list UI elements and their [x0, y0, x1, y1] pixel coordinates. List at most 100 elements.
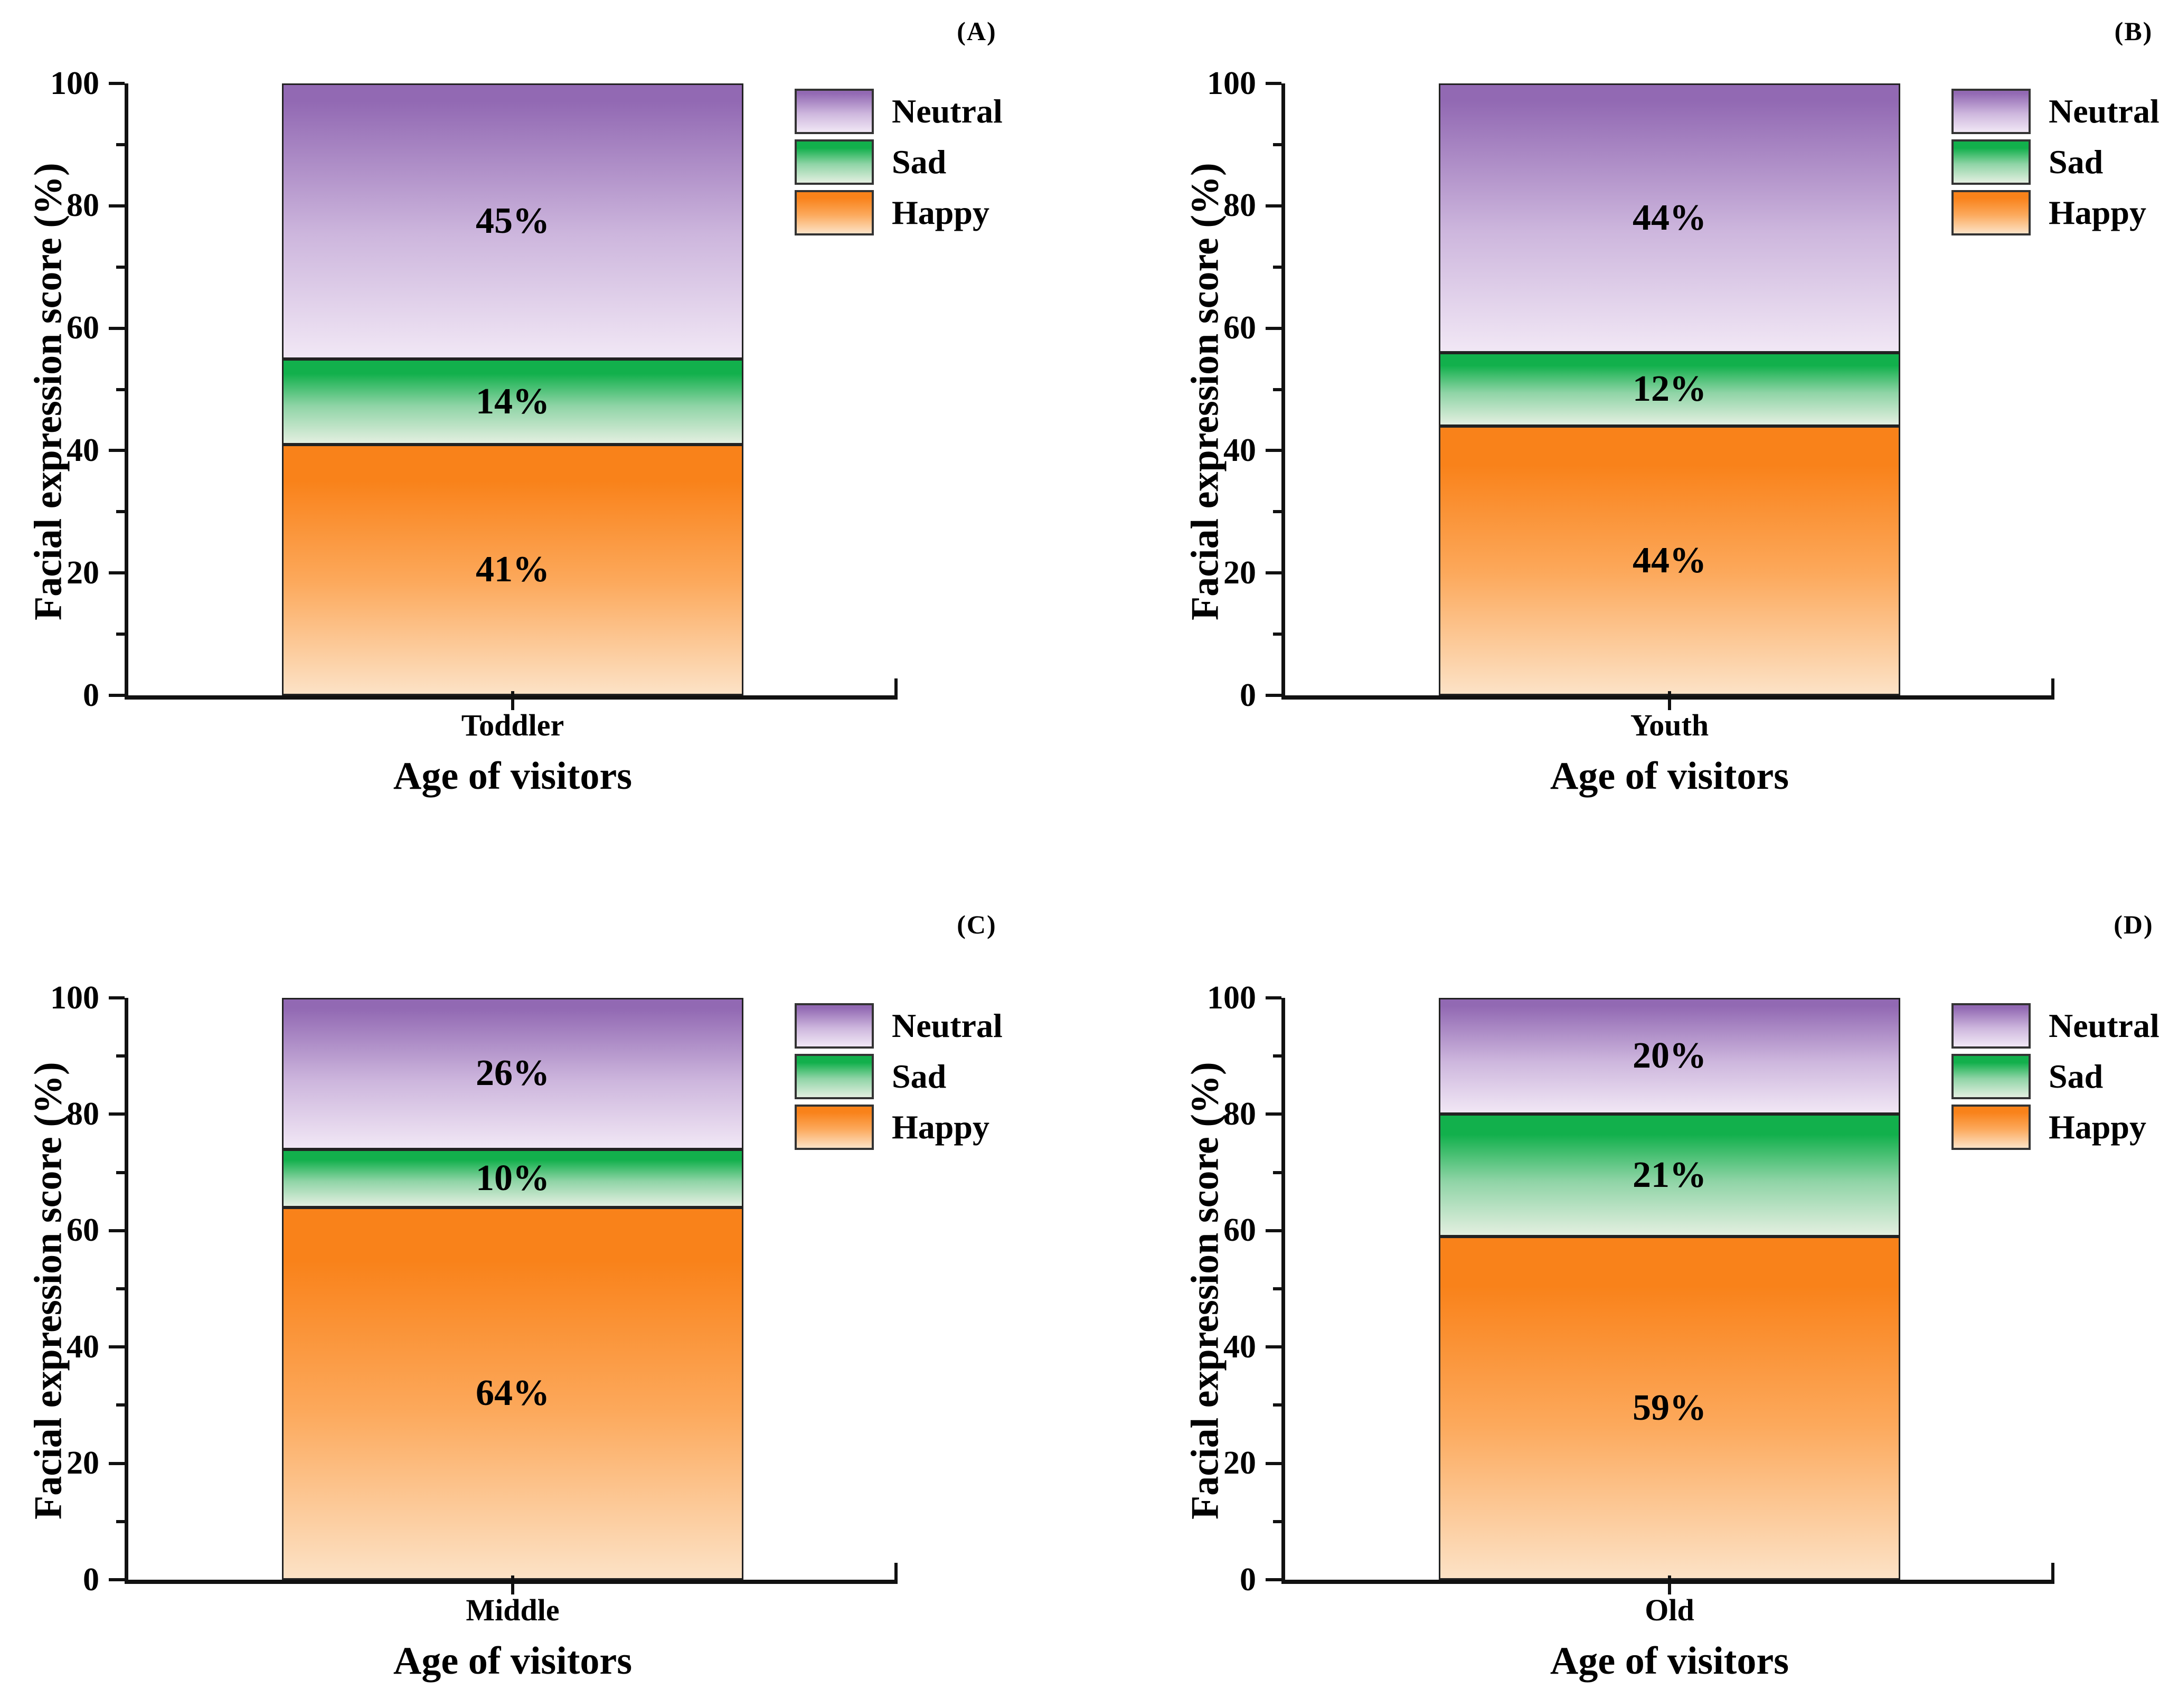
y-axis-minor-tick	[116, 388, 125, 391]
x-axis-title: Age of visitors	[1550, 754, 1789, 798]
y-axis-minor-tick	[1273, 388, 1281, 391]
segment-value-label: 44%	[1633, 540, 1706, 581]
y-axis-tick-label: 100	[1207, 65, 1256, 101]
plot-area: 45% 14% 41% 0 20 40 60 80 100	[50, 65, 898, 713]
segment-value-label: 12%	[1633, 369, 1706, 410]
x-category-label: Youth	[1630, 708, 1709, 742]
y-axis-tick-label: 60	[1223, 310, 1256, 346]
legend-label: Happy	[2049, 194, 2146, 231]
y-axis-minor-tick	[116, 1520, 125, 1523]
y-axis-minor-tick	[1273, 510, 1281, 514]
legend-label: Sad	[2049, 143, 2104, 181]
bar-segment-neutral: 44%	[1439, 83, 1900, 353]
y-axis-major-tick	[1266, 1345, 1281, 1349]
legend-label: Neutral	[2049, 1007, 2159, 1044]
y-axis-minor-tick	[1273, 1171, 1281, 1174]
legend-item-neutral: Neutral	[795, 1003, 1003, 1049]
y-axis-minor-tick	[116, 143, 125, 146]
y-axis-tick-label: 0	[83, 677, 99, 713]
y-axis-major-tick	[1266, 1112, 1281, 1116]
legend: Neutral Sad Happy	[1951, 1003, 2159, 1155]
x-axis-end-tick	[2051, 678, 2054, 695]
legend-item-happy: Happy	[795, 190, 1003, 235]
segment-value-label: 41%	[476, 549, 550, 590]
y-axis-tick-label: 40	[1223, 1328, 1256, 1365]
legend-item-happy: Happy	[795, 1105, 1003, 1150]
legend-item-sad: Sad	[795, 1054, 1003, 1099]
legend-item-neutral: Neutral	[1951, 89, 2159, 134]
y-axis-major-tick	[109, 204, 125, 207]
legend-label: Neutral	[892, 92, 1003, 130]
y-axis-tick-label: 80	[1223, 1096, 1256, 1132]
legend-item-neutral: Neutral	[795, 89, 1003, 134]
legend-label: Neutral	[2049, 92, 2159, 130]
y-axis-major-tick	[1266, 82, 1281, 85]
y-axis-major-tick	[109, 1345, 125, 1349]
x-axis-category-tick	[1668, 691, 1671, 710]
y-axis-tick-label: 100	[1207, 979, 1256, 1016]
bar-segment-sad: 14%	[282, 358, 743, 445]
y-axis-tick-label: 40	[67, 1328, 99, 1365]
legend-swatch-neutral	[1951, 89, 2031, 134]
y-axis-major-tick	[109, 1578, 125, 1581]
y-axis-tick-label: 80	[1223, 187, 1256, 224]
bar-segment-happy: 44%	[1439, 426, 1900, 695]
bar-segment-neutral: 26%	[282, 998, 743, 1149]
bar-segment-happy: 64%	[282, 1207, 743, 1580]
legend-swatch-happy	[1951, 190, 2031, 235]
y-axis-tick-label: 0	[1240, 1561, 1256, 1598]
y-axis-tick-label: 20	[67, 1445, 99, 1481]
y-axis-tick-label: 20	[67, 554, 99, 591]
plot-area: 26% 10% 64% 0 20 40 60 80 100	[50, 980, 898, 1598]
y-axis-minor-tick	[1273, 1287, 1281, 1290]
legend-item-neutral: Neutral	[1951, 1003, 2159, 1049]
bar-segment-sad: 10%	[282, 1149, 743, 1207]
segment-value-label: 21%	[1633, 1155, 1706, 1196]
y-axis-minor-tick	[116, 1054, 125, 1058]
y-axis-major-tick	[1266, 694, 1281, 697]
y-axis-minor-tick	[116, 265, 125, 269]
y-axis-major-tick	[109, 1112, 125, 1116]
y-axis-minor-tick	[1273, 1403, 1281, 1407]
y-axis-tick-label: 0	[83, 1561, 99, 1598]
y-axis-minor-tick	[116, 1287, 125, 1290]
legend-label: Happy	[2049, 1108, 2146, 1146]
legend-label: Sad	[892, 1058, 947, 1095]
legend: Neutral Sad Happy	[1951, 89, 2159, 241]
stacked-bar-toddler: 45% 14% 41%	[282, 83, 743, 695]
legend-item-sad: Sad	[1951, 1054, 2159, 1099]
bar-segment-happy: 59%	[1439, 1236, 1900, 1580]
segment-value-label: 45%	[476, 200, 550, 241]
y-axis-tick-label: 40	[1223, 432, 1256, 468]
y-axis-tick-label: 20	[1223, 1445, 1256, 1481]
legend-swatch-happy	[1951, 1105, 2031, 1150]
y-axis-major-tick	[109, 82, 125, 85]
bar-segment-neutral: 45%	[282, 83, 743, 359]
y-axis-tick-label: 60	[67, 310, 99, 346]
y-axis-title: Facial expression score (%)	[26, 1062, 70, 1520]
panel-a: (A) Facial expression score (%) 45% 14% …	[0, 0, 1084, 854]
segment-value-label: 20%	[1633, 1035, 1706, 1077]
legend-swatch-sad	[1951, 139, 2031, 185]
x-axis-title: Age of visitors	[393, 754, 633, 798]
bar-segment-neutral: 20%	[1439, 998, 1900, 1115]
legend-label: Neutral	[892, 1007, 1003, 1044]
legend-swatch-happy	[795, 190, 874, 235]
x-axis-category-tick	[1668, 1575, 1671, 1594]
y-axis-tick-label: 60	[67, 1212, 99, 1249]
y-axis-major-tick	[1266, 326, 1281, 330]
y-axis-minor-tick	[1273, 265, 1281, 269]
y-axis-minor-tick	[116, 633, 125, 636]
legend: Neutral Sad Happy	[795, 89, 1003, 241]
y-axis-major-tick	[109, 694, 125, 697]
x-category-label: Old	[1645, 1593, 1694, 1627]
panel-letter: (A)	[957, 16, 997, 46]
bar-segment-happy: 41%	[282, 444, 743, 695]
y-axis-minor-tick	[116, 510, 125, 514]
panel-b: (B) Facial expression score (%) 44% 12% …	[1084, 0, 2169, 854]
y-axis-minor-tick	[1273, 1054, 1281, 1058]
y-axis-minor-tick	[1273, 1520, 1281, 1523]
x-axis-title: Age of visitors	[1550, 1639, 1789, 1683]
stacked-bar-youth: 44% 12% 44%	[1439, 83, 1900, 695]
